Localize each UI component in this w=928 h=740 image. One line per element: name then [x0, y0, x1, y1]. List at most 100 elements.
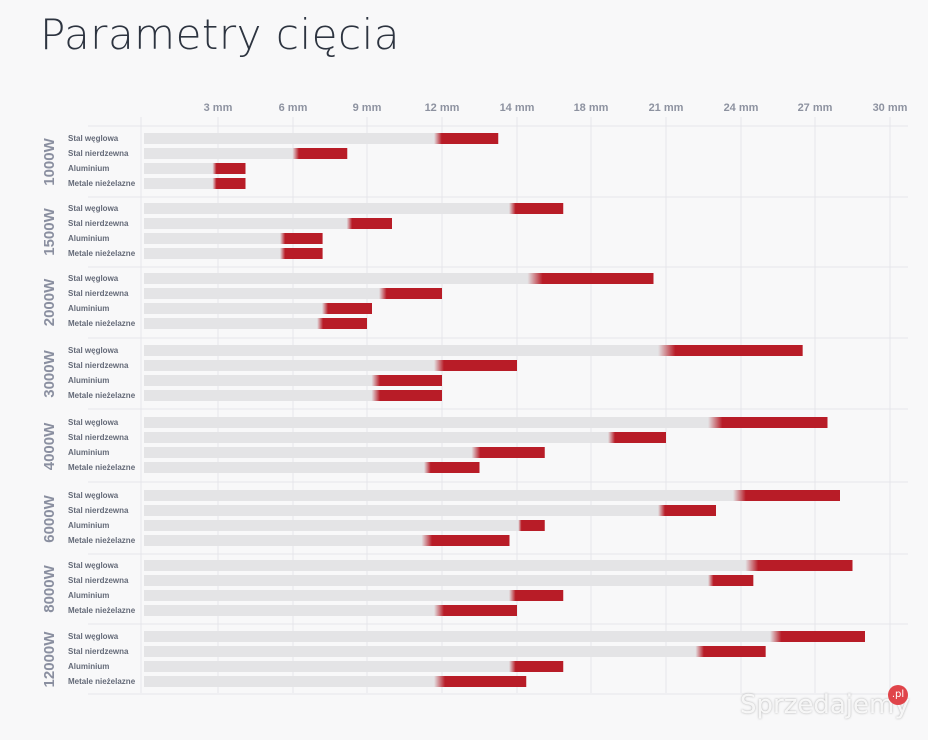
bar-base	[144, 560, 754, 571]
bar-accent	[695, 646, 766, 657]
bar-base	[144, 203, 517, 214]
x-tick-label: 6 mm	[279, 102, 308, 114]
group-label: 2000W	[41, 278, 58, 326]
category-label: Stal węglowa	[68, 561, 119, 570]
group-4000w: 4000W Stal węglowa Stal nierdzewna Aluminiu…	[41, 417, 828, 473]
bar-accent	[509, 661, 564, 672]
bar-accent	[745, 560, 853, 571]
bar-accent	[708, 417, 828, 428]
bar-base	[144, 360, 442, 371]
group-1500w: 1500W Stal węglowa Stal nierdzewna Aluminiu…	[41, 203, 564, 259]
bar-accent	[346, 218, 392, 229]
category-label: Metale nieżelazne	[68, 677, 136, 686]
category-label: Aluminium	[68, 591, 109, 600]
bar-base	[144, 462, 432, 473]
bar-accent	[708, 575, 754, 586]
group-label: 12000W	[41, 631, 58, 688]
bar-accent	[434, 133, 499, 144]
bar-base	[144, 676, 442, 687]
bar-base	[144, 133, 442, 144]
bar-base	[144, 535, 430, 546]
bar-accent	[434, 360, 517, 371]
category-label: Stal węglowa	[68, 204, 119, 213]
group-1000w: 1000W Stal węglowa Stal nierdzewna Aluminiu…	[41, 133, 499, 189]
bar-accent	[518, 520, 545, 531]
group-label: 3000W	[41, 349, 58, 397]
bar-base	[144, 631, 778, 642]
bar-base	[144, 248, 288, 259]
category-label: Stal nierdzewna	[68, 361, 129, 370]
bar-accent	[527, 273, 654, 284]
bar-base	[144, 303, 330, 314]
bar-accent	[424, 462, 480, 473]
x-tick-label: 12 mm	[425, 102, 460, 114]
bar-base	[144, 148, 301, 159]
bar-accent	[292, 148, 348, 159]
bar-accent	[280, 233, 323, 244]
group-label: 1500W	[41, 207, 58, 255]
category-label: Aluminium	[68, 376, 109, 385]
bar-accent	[379, 288, 442, 299]
category-label: Stal nierdzewna	[68, 289, 129, 298]
group-8000w: 8000W Stal węglowa Stal nierdzewna Aluminiu…	[41, 560, 853, 616]
x-tick-label: 9 mm	[353, 102, 382, 114]
bar-accent	[471, 447, 545, 458]
bar-base	[144, 163, 221, 174]
category-label: Stal węglowa	[68, 632, 119, 641]
bar-base	[144, 605, 442, 616]
category-label: Stal węglowa	[68, 274, 119, 283]
category-label: Metale nieżelazne	[68, 319, 136, 328]
category-label: Aluminium	[68, 304, 109, 313]
watermark: Sprzedajemy	[740, 690, 910, 720]
bar-base	[144, 646, 704, 657]
bar-base	[144, 273, 536, 284]
x-tick-label: 27 mm	[798, 102, 833, 114]
bar-base	[144, 218, 355, 229]
bar-accent	[317, 318, 367, 329]
category-label: Stal nierdzewna	[68, 506, 129, 515]
category-label: Aluminium	[68, 662, 109, 671]
category-label: Metale nieżelazne	[68, 536, 136, 545]
bar-accent	[509, 203, 564, 214]
group-label: 6000W	[41, 494, 58, 542]
bar-base	[144, 318, 326, 329]
bar-accent	[509, 590, 564, 601]
bar-accent	[658, 505, 716, 516]
category-label: Stal nierdzewna	[68, 219, 129, 228]
bar-base	[144, 288, 387, 299]
category-label: Metale nieżelazne	[68, 463, 136, 472]
bar-base	[144, 417, 716, 428]
bar-base	[144, 178, 221, 189]
x-tick-label: 30 mm	[873, 102, 908, 114]
bar-base	[144, 575, 716, 586]
group-6000w: 6000W Stal węglowa Stal nierdzewna Aluminiu…	[41, 490, 840, 546]
tick-label-layer: 3 mm 6 mm 9 mm 12 mm 14 mm 18 mm 21 mm 24 mm 27 …	[204, 102, 908, 114]
category-label: Stal nierdzewna	[68, 576, 129, 585]
bar-accent	[608, 432, 666, 443]
bar-base	[144, 390, 380, 401]
bar-base	[144, 490, 741, 501]
bar-accent	[322, 303, 372, 314]
watermark-logo-icon: .pl	[888, 685, 908, 705]
bar-accent	[280, 248, 323, 259]
bar-accent	[371, 390, 442, 401]
bar-accent	[371, 375, 442, 386]
group-label: 4000W	[41, 422, 58, 470]
bar-base	[144, 520, 527, 531]
bar-accent	[421, 535, 510, 546]
bar-accent	[770, 631, 865, 642]
bar-base	[144, 375, 380, 386]
category-label: Stal nierdzewna	[68, 433, 129, 442]
bar-base	[144, 447, 480, 458]
category-label: Metale nieżelazne	[68, 606, 136, 615]
bar-accent	[212, 178, 246, 189]
category-label: Aluminium	[68, 164, 109, 173]
bar-base	[144, 432, 616, 443]
group-label: 1000W	[41, 137, 58, 185]
group-3000w: 3000W Stal węglowa Stal nierdzewna Aluminiu…	[41, 345, 803, 401]
category-label: Stal węglowa	[68, 134, 119, 143]
x-tick-label: 24 mm	[724, 102, 759, 114]
category-label: Metale nieżelazne	[68, 249, 136, 258]
bar-accent	[658, 345, 803, 356]
